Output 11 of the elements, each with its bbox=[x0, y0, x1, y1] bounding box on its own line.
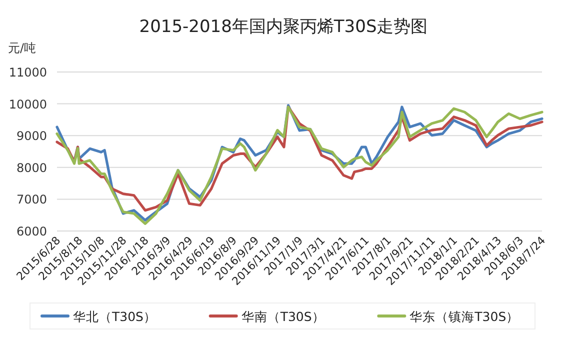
title: 2015-2018年国内聚丙烯T30S走势图 bbox=[139, 17, 428, 37]
ytick: 10000 bbox=[8, 97, 47, 112]
ytick: 7000 bbox=[16, 192, 47, 207]
legend-label: 华东（镇海T30S） bbox=[410, 309, 520, 324]
ytick: 9000 bbox=[16, 129, 47, 144]
ytick: 11000 bbox=[8, 66, 47, 80]
legend-label: 华北（T30S） bbox=[73, 309, 156, 324]
ylabel: 元/吨 bbox=[8, 41, 36, 55]
legend-label: 华南（T30S） bbox=[241, 309, 325, 324]
ytick: 6000 bbox=[16, 224, 47, 238]
ytick: 8000 bbox=[16, 160, 47, 175]
